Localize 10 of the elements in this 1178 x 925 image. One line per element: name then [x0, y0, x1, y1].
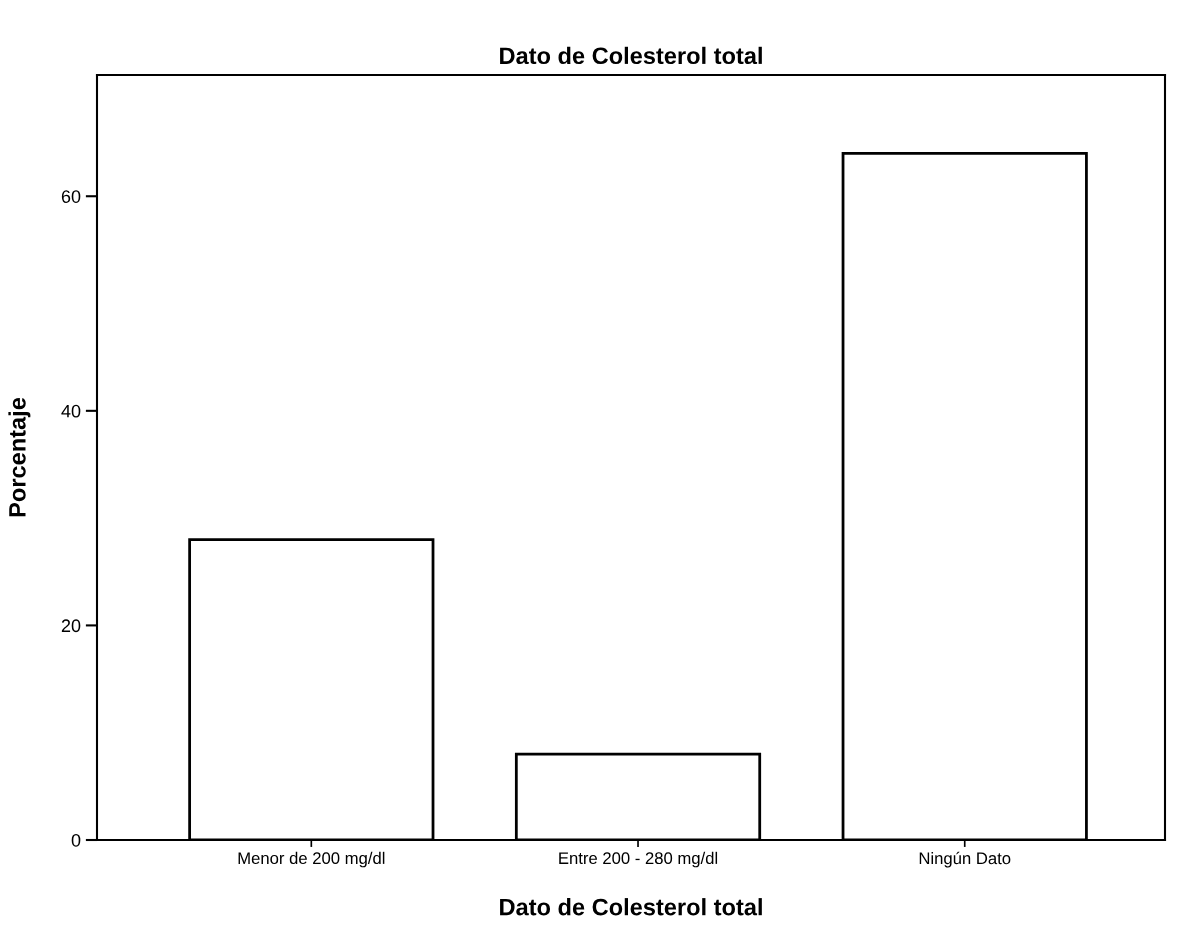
x-tick-label: Entre 200 - 280 mg/dl: [559, 851, 718, 868]
y-tick-label: 40: [61, 404, 81, 418]
y-tick-label: 60: [61, 190, 81, 203]
x-axis-title: Dato de Colesterol total: [500, 898, 762, 916]
chart-title: Dato de Colesterol total: [500, 46, 762, 65]
x-tick-label: Menor de 200 mg/dl: [238, 851, 385, 868]
x-tick-label: Ningún Dato: [919, 851, 1011, 868]
y-axis-title: Porcentaje: [8, 397, 31, 517]
y-tick-label: 20: [61, 619, 81, 633]
y-tick-label: 0: [71, 833, 81, 847]
